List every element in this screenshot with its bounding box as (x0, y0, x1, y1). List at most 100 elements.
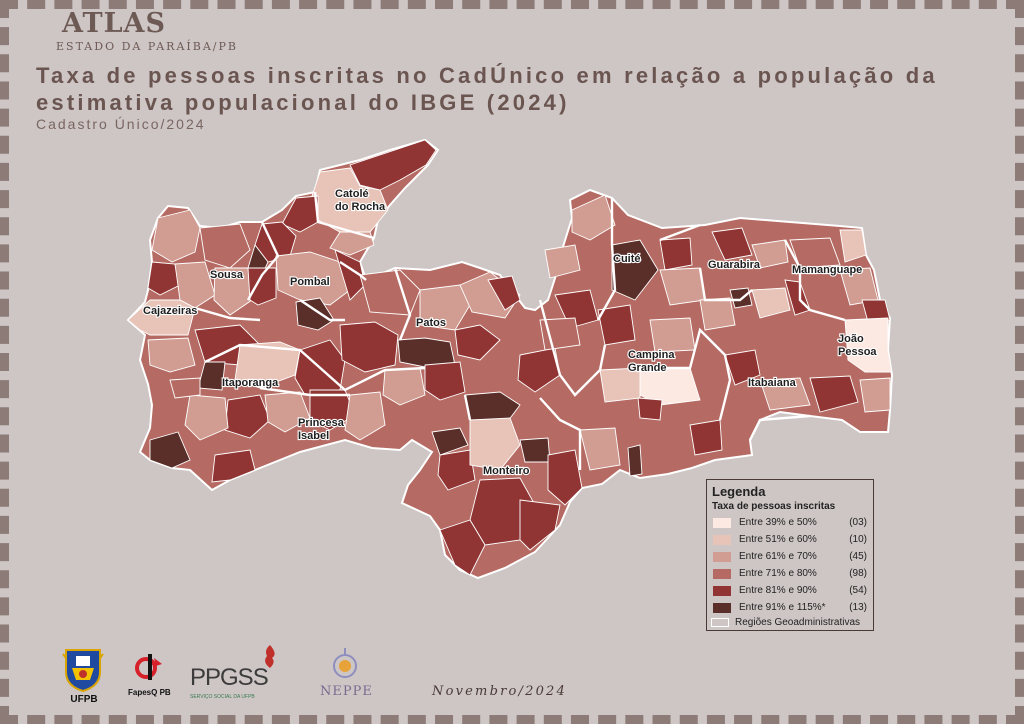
municipality (861, 299, 891, 323)
municipality (544, 244, 581, 279)
municipality (174, 261, 216, 309)
legend-row: Entre 71% e 80% (98) (713, 567, 869, 581)
publication-date: Novembro/2024 (432, 684, 567, 699)
municipality (699, 297, 736, 331)
neppe-emblem-icon (333, 648, 357, 678)
city-label-patos: Patos (416, 317, 446, 329)
municipality (547, 449, 583, 506)
legend-count: (13) (849, 602, 867, 613)
municipality (211, 449, 256, 483)
legend-title: Legenda (712, 484, 766, 499)
municipality (789, 237, 841, 269)
map-title: Taxa de pessoas inscritas no CadÚnico em… (36, 63, 938, 115)
legend-regions-swatch (711, 618, 729, 627)
municipality (339, 321, 399, 373)
city-label-guarabira: Guarabira (708, 259, 761, 271)
municipality (359, 269, 421, 316)
municipality (349, 139, 437, 191)
municipality (147, 261, 181, 296)
municipality (751, 239, 789, 269)
city-label-campina-grande: Campina Grande (628, 349, 675, 374)
municipality (597, 304, 636, 346)
fapesq-mark-icon (135, 654, 162, 680)
municipality (149, 431, 191, 469)
atlas-title: ATLAS (62, 8, 166, 39)
fapesq-logo: FapesQ PB (128, 652, 171, 704)
city-label-itaporanga: Itaporanga (222, 377, 279, 389)
city-label-cajazeiras: Cajazeiras (143, 305, 197, 317)
legend-row: Entre 39% e 50% (03) (713, 516, 869, 530)
legend-swatch (713, 586, 731, 596)
municipality (147, 337, 196, 373)
municipality (309, 389, 356, 431)
legend-label: Entre 61% e 70% (739, 551, 817, 562)
municipality (151, 209, 201, 263)
state-subtitle: ESTADO DA PARAÍBA/PB (56, 40, 238, 53)
ufpb-label: UFPB (70, 694, 98, 705)
ufpb-crest-icon (62, 649, 104, 693)
municipalities (127, 139, 893, 576)
legend-row: Entre 91% e 115%* (13) (713, 601, 869, 615)
municipality (234, 341, 301, 389)
legend-count: (98) (849, 568, 867, 579)
legend-label: Entre 81% e 90% (739, 585, 817, 596)
map-legend: Legenda Taxa de pessoas inscritas Entre … (706, 479, 874, 631)
city-label-mamanguape: Mamanguape (792, 264, 862, 276)
municipality (689, 419, 723, 456)
municipality (275, 251, 351, 306)
municipality (571, 194, 616, 241)
municipality (659, 237, 693, 271)
regions-borders (194, 191, 846, 470)
municipality (437, 449, 476, 491)
municipality (295, 297, 335, 331)
municipality (199, 223, 251, 269)
flame-icon (265, 645, 275, 668)
municipality (419, 284, 471, 331)
legend-label: Entre 91% e 115%* (739, 602, 826, 613)
city-label-sousa: Sousa (210, 269, 244, 281)
city-labels: Catolé do Rocha Sousa Pombal Cajazeiras P… (142, 187, 879, 478)
legend-row: Entre 61% e 70% (45) (713, 550, 869, 564)
municipality (859, 377, 891, 413)
municipality (169, 377, 201, 399)
city-label-joao-pessoa: João Pessoa (838, 333, 877, 358)
legend-label: Entre 71% e 80% (739, 568, 817, 579)
municipality (519, 499, 561, 551)
city-label-princesa-isabel: Princesa Isabel (298, 417, 345, 442)
map-source: Cadastro Único/2024 (36, 116, 206, 132)
legend-count: (10) (849, 534, 867, 545)
legend-label: Entre 39% e 50% (739, 517, 817, 528)
legend-regions-label: Regiões Geoadministrativas (735, 617, 861, 628)
municipality (809, 375, 859, 413)
legend-swatch (713, 552, 731, 562)
legend-row: Entre 81% e 90% (54) (713, 584, 869, 598)
legend-count: (54) (849, 585, 867, 596)
legend-swatch (713, 569, 731, 579)
neppe-logo: NEPPE (320, 646, 376, 704)
municipality (759, 377, 811, 411)
city-label-monteiro: Monteiro (483, 465, 530, 477)
municipality (213, 267, 253, 316)
municipality (127, 299, 196, 336)
ppgss-label: PPGSS (190, 664, 269, 691)
municipality (724, 349, 761, 386)
municipality (711, 227, 753, 261)
municipality (184, 394, 229, 441)
ufpb-logo: UFPB (60, 646, 106, 706)
municipality (424, 361, 466, 401)
municipality (431, 427, 469, 456)
municipality (329, 231, 375, 256)
municipality (611, 239, 659, 301)
city-label-cuite: Cuité (613, 253, 641, 265)
municipality (637, 397, 663, 421)
fapesq-label: FapesQ PB (128, 688, 171, 697)
legend-subtitle: Taxa de pessoas inscritas (712, 501, 836, 512)
city-label-pombal: Pombal (290, 276, 330, 288)
legend-row: Entre 51% e 60% (10) (713, 533, 869, 547)
municipality (487, 275, 521, 311)
municipality (751, 287, 791, 319)
municipality (454, 324, 501, 361)
legend-count: (45) (849, 551, 867, 562)
ppgss-logo: PPGSS SERVIÇO SOCIAL DA UFPB (190, 644, 294, 702)
